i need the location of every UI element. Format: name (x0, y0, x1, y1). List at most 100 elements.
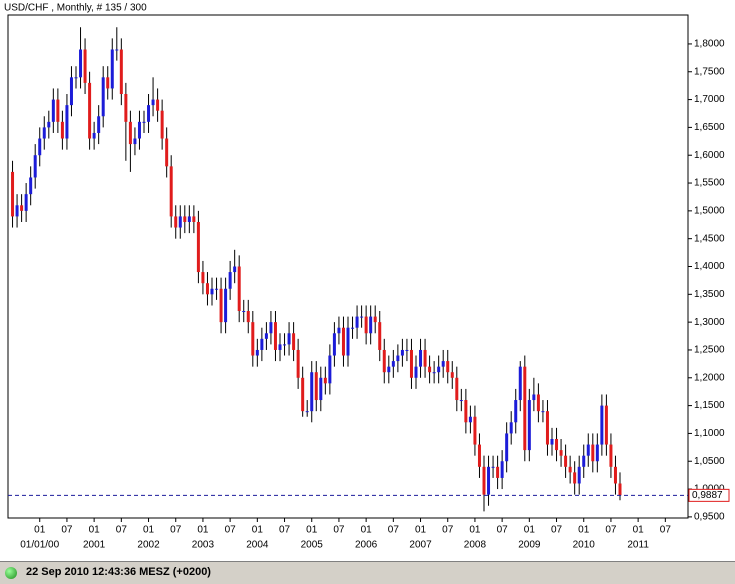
candle-body (423, 349, 427, 367)
y-tick-label: 1,6500 (694, 122, 725, 133)
x-tick-label: 07 (279, 525, 291, 536)
candle-body (296, 349, 300, 378)
candle-body (165, 138, 169, 167)
x-tick-label: 07 (497, 525, 509, 536)
y-tick-label: 0,9500 (694, 512, 725, 523)
candle-body (500, 461, 504, 478)
candle-body (287, 333, 291, 345)
candle-body (613, 466, 617, 484)
candle-body (523, 366, 527, 451)
x-tick-label: 07 (61, 525, 73, 536)
candle-body (496, 466, 500, 478)
x-tick-label: 07 (116, 525, 128, 536)
x-tick-label: 01 (469, 525, 481, 536)
candle-body (74, 77, 78, 79)
candle-body (514, 400, 518, 423)
x-tick-label: 07 (605, 525, 617, 536)
candle-body (15, 205, 19, 217)
candle-body (532, 394, 536, 401)
candle-body (364, 316, 368, 334)
candle-body (337, 327, 341, 334)
y-tick-label: 1,7500 (694, 66, 725, 77)
candle-body (246, 311, 250, 323)
candle-body (491, 466, 495, 468)
candle-body (142, 121, 146, 123)
x-tick-label: 01 (89, 525, 101, 536)
candle-body (97, 116, 101, 133)
x-tick-label: 07 (551, 525, 563, 536)
candle-body (360, 316, 364, 318)
candle-body (251, 322, 255, 356)
x-tick-label: 01 (143, 525, 155, 536)
candle-body (20, 205, 24, 211)
status-icon (5, 567, 17, 579)
y-tick-label: 1,3000 (694, 317, 725, 328)
candle-body (369, 316, 373, 334)
x-tick-label: 01 (252, 525, 264, 536)
candle-body (133, 138, 137, 145)
candle-body (119, 49, 123, 95)
candle-body (51, 99, 55, 122)
candle-body (183, 216, 187, 222)
x-year-label: 2005 (301, 540, 324, 551)
last-price-box (688, 488, 730, 502)
x-year-label: 2010 (573, 540, 596, 551)
candle-body (609, 444, 613, 467)
candle-body (310, 372, 314, 412)
candle-body (264, 333, 268, 339)
candle-body (233, 266, 237, 273)
candle-body (586, 444, 590, 456)
candle-body (396, 355, 400, 362)
x-tick-label: 07 (225, 525, 237, 536)
candle-body (174, 216, 178, 228)
candle-body (387, 366, 391, 373)
candle-body (541, 411, 545, 413)
candle-body (604, 405, 608, 445)
chart: USD/CHF , Monthly, # 135 / 300 0,9500 1,0… (0, 0, 735, 561)
candle-body (79, 49, 83, 78)
candle-body (147, 105, 151, 122)
y-tick-label: 1,3500 (694, 289, 725, 300)
candle-body (577, 466, 581, 484)
candle-body (205, 283, 209, 295)
candle-body (69, 77, 73, 106)
candle-body (446, 361, 450, 373)
candle-body (269, 322, 273, 334)
candle-body (92, 132, 96, 139)
candle-body (160, 110, 164, 139)
candle-body (192, 216, 196, 222)
candle-body (201, 272, 205, 284)
candle-body (536, 394, 540, 412)
candle-body (33, 155, 37, 178)
candle-body (215, 288, 219, 290)
candle-body (505, 433, 509, 462)
candle-body (527, 400, 531, 451)
last-price-label: 0,9887 (692, 490, 723, 501)
x-tick-label: 07 (333, 525, 345, 536)
candle-body (110, 49, 114, 89)
candle-body (518, 366, 522, 401)
candle-body (83, 49, 87, 83)
candle-body (568, 466, 572, 473)
candle-body (128, 121, 132, 145)
candle-body (196, 221, 200, 273)
candle-body (405, 349, 409, 351)
background (0, 0, 735, 561)
x-year-label: 2008 (464, 540, 487, 551)
x-tick-label: 01 (633, 525, 645, 536)
candle-body (341, 327, 345, 356)
x-tick-label: 01 (415, 525, 427, 536)
candle-body (437, 366, 441, 373)
candle-body (224, 288, 228, 323)
x-tick-label: 01 (197, 525, 209, 536)
candle-body (468, 416, 472, 423)
candle-body (178, 216, 182, 228)
candle-body (382, 349, 386, 373)
candle-body (432, 372, 436, 374)
candle-body (60, 121, 64, 139)
y-tick-label: 1,5000 (694, 205, 725, 216)
candle-body (314, 372, 318, 401)
candle-body (355, 316, 359, 328)
x-tick-label: 07 (388, 525, 400, 536)
y-tick-label: 1,0500 (694, 456, 725, 467)
